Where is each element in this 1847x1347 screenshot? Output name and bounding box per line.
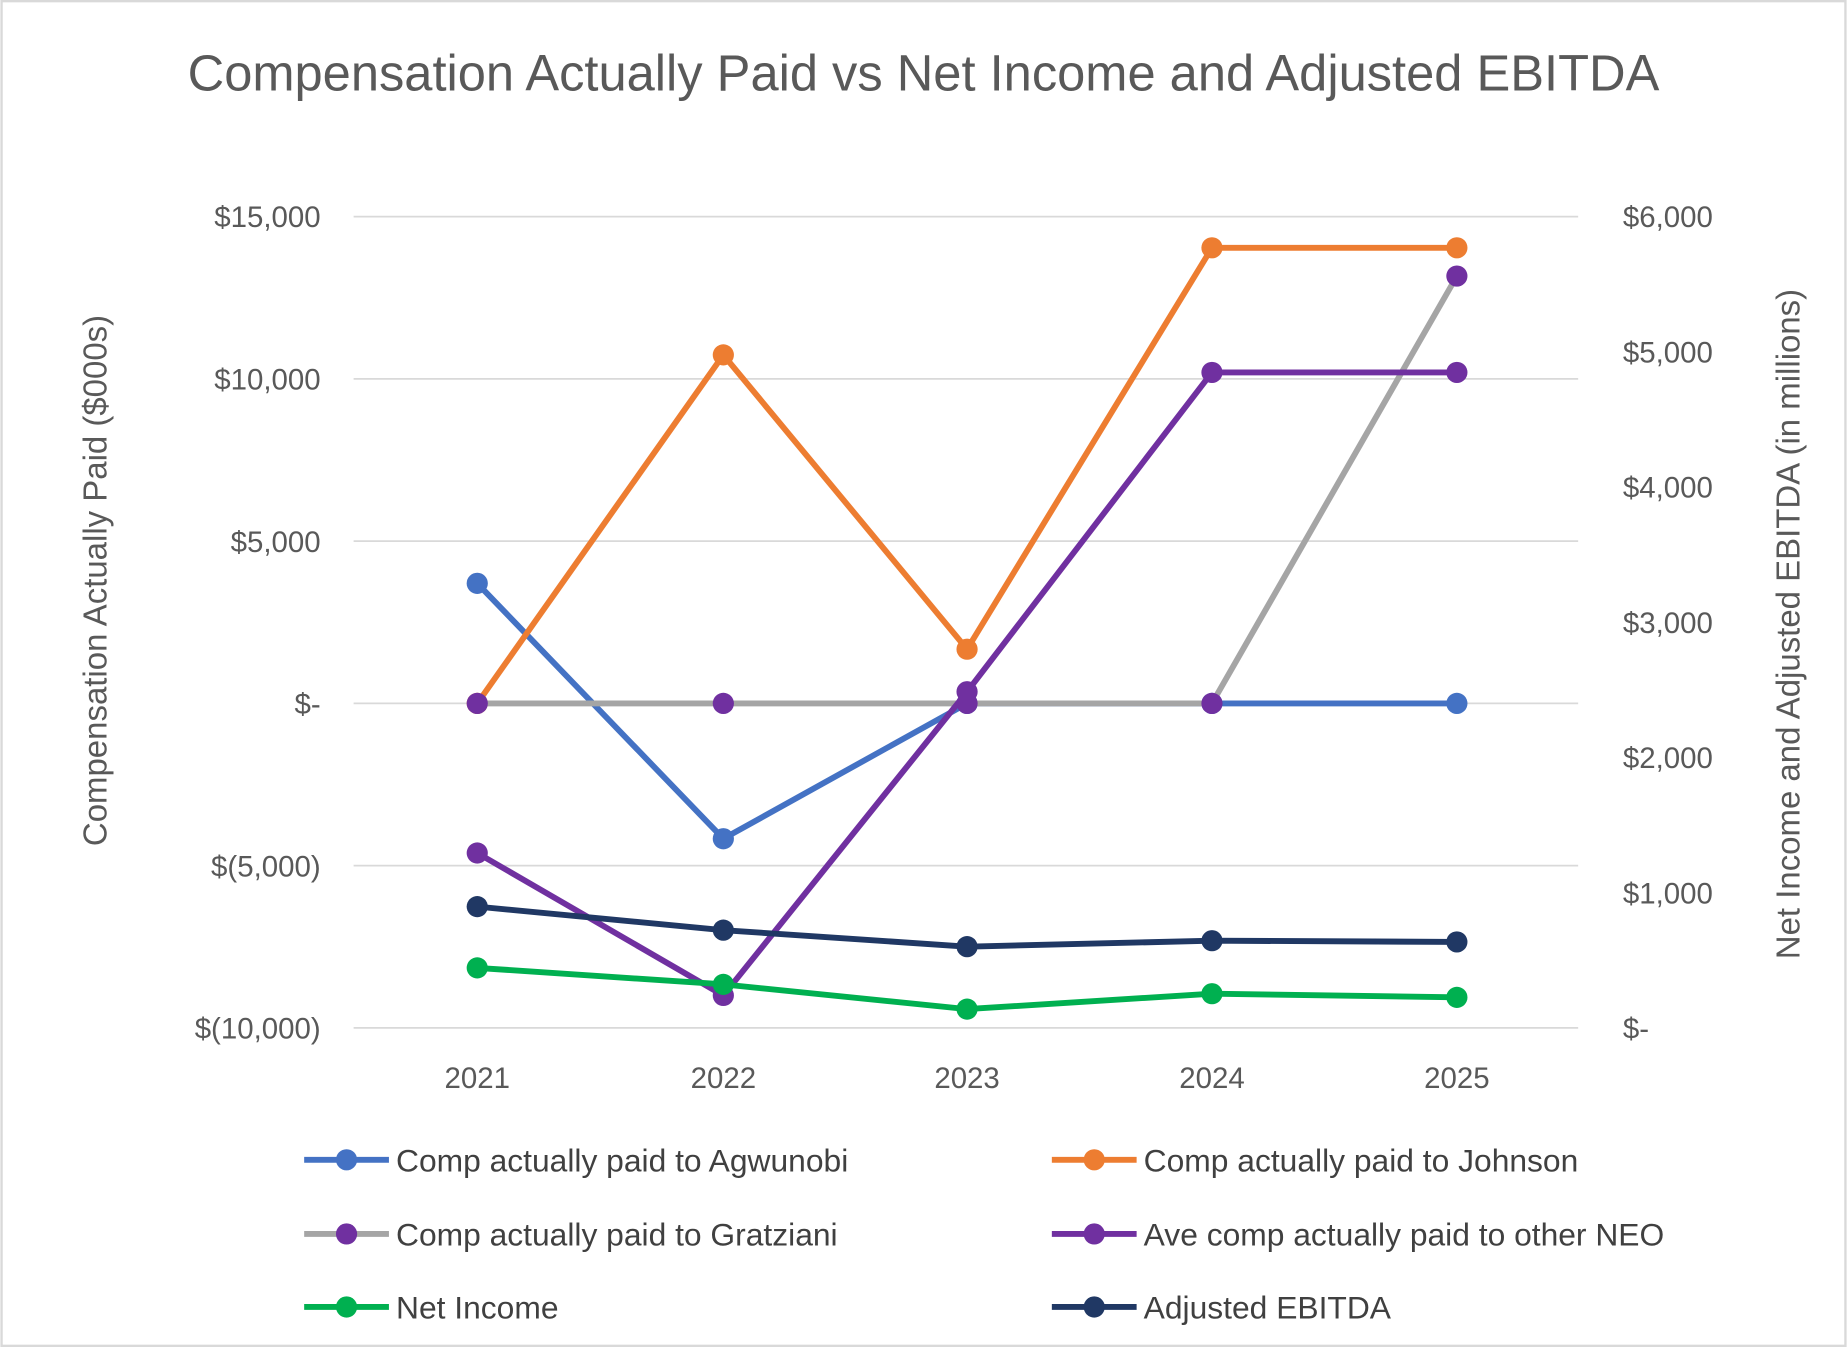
data-point xyxy=(712,828,734,850)
data-point xyxy=(956,638,978,660)
y2-tick-label: $1,000 xyxy=(1623,877,1713,910)
y-tick-label: $(5,000) xyxy=(211,850,321,883)
legend-item: Ave comp actually paid to other NEO xyxy=(1051,1217,1665,1253)
legend-marker xyxy=(335,1296,358,1318)
y-axis-title: Compensation Actually Paid ($000s) xyxy=(76,315,113,846)
data-point xyxy=(712,692,734,715)
legend-marker xyxy=(335,1149,358,1171)
x-axis-ticks: 2021 2022 2023 2024 2025 xyxy=(445,1062,1490,1095)
data-point xyxy=(956,998,978,1020)
series-5 xyxy=(466,896,1468,958)
legend-marker xyxy=(1083,1223,1105,1245)
y2-tick-label: $6,000 xyxy=(1623,201,1713,234)
y2-tick-label: $2,000 xyxy=(1623,742,1713,775)
x-tick-label: 2021 xyxy=(445,1062,510,1095)
data-point xyxy=(1201,930,1223,952)
data-point xyxy=(1201,692,1223,715)
legend-item: Net Income xyxy=(304,1290,559,1326)
data-point xyxy=(1201,983,1223,1005)
data-point xyxy=(712,973,734,995)
data-point xyxy=(466,692,488,715)
x-tick-label: 2025 xyxy=(1424,1062,1489,1095)
y-tick-label: $5,000 xyxy=(231,526,321,559)
chart-title: Compensation Actually Paid vs Net Income… xyxy=(188,45,1660,102)
data-point xyxy=(1201,237,1223,259)
legend-label: Adjusted EBITDA xyxy=(1144,1290,1392,1326)
data-point xyxy=(466,957,488,979)
legend-marker xyxy=(1083,1149,1105,1171)
data-point xyxy=(1446,931,1468,953)
data-point xyxy=(1446,265,1468,287)
legend-item: Comp actually paid to Johnson xyxy=(1051,1143,1579,1179)
legend-item: Adjusted EBITDA xyxy=(1051,1290,1392,1326)
data-point xyxy=(1446,361,1468,384)
y2-tick-label: $5,000 xyxy=(1623,336,1713,369)
legend-marker xyxy=(335,1223,358,1245)
y-tick-label: $(10,000) xyxy=(195,1013,321,1046)
series-1 xyxy=(466,237,1468,715)
gridlines xyxy=(353,215,1579,1029)
data-point xyxy=(466,896,488,918)
y2-tick-label: $4,000 xyxy=(1623,472,1713,505)
y-tick-label: $- xyxy=(294,688,320,721)
legend-label: Ave comp actually paid to other NEO xyxy=(1144,1217,1665,1253)
data-point xyxy=(956,681,978,703)
data-point xyxy=(712,919,734,941)
data-point xyxy=(466,572,488,594)
data-point xyxy=(1201,361,1223,384)
series-4 xyxy=(466,957,1468,1020)
legend-item: Comp actually paid to Agwunobi xyxy=(304,1143,848,1179)
legend-label: Net Income xyxy=(396,1290,559,1326)
data-point xyxy=(1446,986,1468,1008)
y-tick-label: $15,000 xyxy=(214,201,320,234)
legend-label: Comp actually paid to Gratziani xyxy=(396,1217,838,1253)
x-tick-label: 2022 xyxy=(691,1062,756,1095)
data-point xyxy=(466,842,488,864)
y2-axis-ticks: $6,000 $5,000 $4,000 $3,000 $2,000 $1,000 $- xyxy=(1623,201,1713,1045)
data-point xyxy=(956,936,978,958)
legend-marker xyxy=(1083,1296,1105,1318)
legend-item: Comp actually paid to Gratziani xyxy=(304,1217,838,1253)
y2-tick-label: $3,000 xyxy=(1623,607,1713,640)
y2-axis-title: Net Income and Adjusted EBITDA (in milli… xyxy=(1770,289,1807,959)
data-point xyxy=(1446,237,1468,259)
x-tick-label: 2024 xyxy=(1179,1062,1244,1095)
data-point xyxy=(1446,692,1468,715)
legend: Comp actually paid to Agwunobi Comp actua… xyxy=(304,1143,1664,1326)
legend-label: Comp actually paid to Johnson xyxy=(1144,1143,1579,1179)
y-tick-label: $10,000 xyxy=(214,363,320,396)
data-point xyxy=(712,344,734,366)
series-group xyxy=(466,237,1468,1020)
legend-label: Comp actually paid to Agwunobi xyxy=(396,1143,848,1179)
y-axis-ticks: $15,000 $10,000 $5,000 $- $(5,000) $(10,000) xyxy=(195,201,321,1045)
x-tick-label: 2023 xyxy=(934,1062,999,1095)
y2-tick-label: $- xyxy=(1623,1013,1649,1046)
